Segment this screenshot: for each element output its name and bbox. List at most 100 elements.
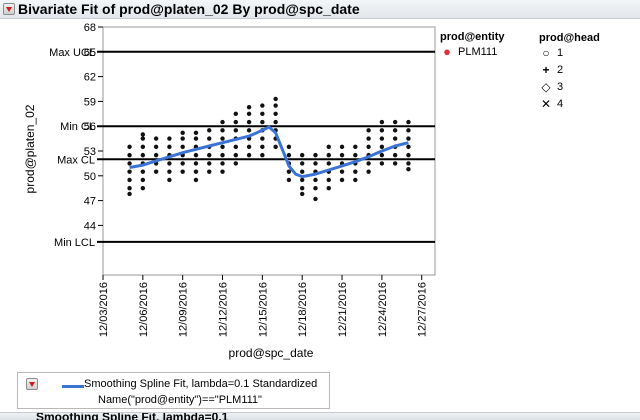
data-point	[326, 152, 331, 158]
data-point	[339, 144, 345, 150]
data-point	[300, 152, 305, 158]
data-point	[207, 136, 212, 141]
data-point	[406, 128, 411, 133]
y-tick-label: 65	[84, 47, 96, 59]
data-point	[140, 144, 146, 150]
data-point	[353, 144, 358, 150]
data-point	[153, 136, 159, 141]
y-tick-label: 59	[84, 96, 96, 108]
data-point	[313, 152, 318, 158]
data-point	[353, 177, 358, 183]
data-point	[127, 169, 132, 174]
data-point	[180, 161, 185, 166]
data-point	[273, 103, 278, 108]
data-point	[180, 169, 185, 174]
data-point	[326, 186, 331, 191]
data-point	[233, 119, 238, 125]
data-point	[366, 161, 371, 166]
reference-line-label: Min LCL	[54, 237, 95, 249]
report-title-bar: Bivariate Fit of prod@platen_02 By prod@…	[0, 0, 640, 19]
data-point	[313, 186, 318, 191]
data-point	[406, 166, 411, 172]
data-point	[233, 144, 238, 150]
data-point	[153, 144, 159, 150]
legend-head: prod@head ○ 1 + 2 ◇ 3 ✕ 4	[539, 32, 600, 112]
data-point	[193, 169, 199, 174]
fit-condition: Name("prod@entity")=="PLM111"	[98, 394, 262, 406]
data-point	[180, 130, 185, 136]
data-point	[406, 144, 411, 150]
data-point	[233, 128, 238, 133]
data-point	[286, 144, 292, 150]
data-point	[366, 144, 371, 150]
y-tick-label: 50	[84, 171, 96, 183]
data-point	[233, 161, 238, 166]
data-point	[406, 152, 411, 158]
data-point	[406, 136, 411, 141]
x-tick-label: 12/24/2016	[377, 282, 389, 337]
reference-line-label: Max UCL	[49, 47, 95, 59]
legend-item-label: 1	[557, 46, 564, 59]
data-point	[313, 196, 318, 202]
legend-item-plm111[interactable]: ● PLM111	[440, 43, 505, 60]
data-point	[140, 169, 146, 174]
plus-marker-icon: +	[542, 62, 550, 77]
x-tick-label: 12/09/2016	[178, 282, 190, 337]
data-point	[260, 144, 265, 150]
reference-line-label: Max CL	[57, 154, 95, 166]
data-point	[300, 161, 305, 166]
data-point	[220, 136, 225, 141]
data-point	[300, 169, 305, 174]
x-tick-label: 12/27/2016	[417, 282, 429, 337]
data-point	[193, 136, 199, 141]
fit-disclosure-icon[interactable]	[26, 378, 38, 390]
data-point	[246, 111, 252, 117]
legend-item-head-3[interactable]: ◇ 3	[539, 78, 600, 95]
data-point	[127, 191, 132, 197]
data-point	[220, 152, 225, 158]
data-point	[392, 136, 398, 141]
legend-item-label: 3	[557, 80, 564, 93]
data-point	[207, 128, 212, 133]
data-point	[220, 144, 225, 150]
data-point	[313, 161, 318, 166]
x-tick-label: 12/18/2016	[297, 282, 309, 337]
data-point	[193, 152, 199, 158]
spline-fit-header[interactable]: Smoothing Spline Fit, lambda=0.1	[0, 412, 640, 420]
data-point	[379, 128, 385, 133]
legend-head-title: prod@head	[539, 32, 600, 44]
x-tick-label: 12/21/2016	[337, 282, 349, 337]
data-point	[207, 152, 212, 158]
legend-item-head-2[interactable]: + 2	[539, 61, 600, 78]
data-point	[260, 103, 265, 108]
disclosure-triangle-icon[interactable]	[3, 3, 15, 15]
data-point	[406, 119, 411, 125]
legend-entity: prod@entity ● PLM111	[440, 31, 505, 60]
legend-item-head-1[interactable]: ○ 1	[539, 44, 600, 61]
circle-marker-icon: ○	[542, 45, 550, 60]
data-point	[167, 161, 172, 166]
data-point	[326, 161, 331, 166]
data-point	[220, 169, 225, 174]
y-tick-label: 68	[84, 22, 96, 34]
data-point	[260, 111, 265, 117]
data-point	[180, 144, 185, 150]
data-point	[273, 111, 278, 117]
data-point	[246, 119, 252, 125]
x-tick-label: 12/06/2016	[138, 282, 150, 337]
x-tick-label: 12/15/2016	[257, 282, 269, 337]
data-point	[273, 96, 278, 102]
data-point	[140, 186, 146, 191]
legend-item-head-4[interactable]: ✕ 4	[539, 95, 600, 112]
data-point	[273, 119, 278, 125]
data-point	[246, 128, 252, 133]
data-point	[379, 136, 385, 141]
data-point	[392, 128, 398, 133]
data-point	[220, 128, 225, 133]
data-point	[140, 152, 146, 158]
data-point	[167, 144, 172, 150]
data-point	[313, 177, 318, 183]
data-point	[207, 161, 212, 166]
legend-item-label: PLM111	[458, 45, 498, 58]
data-point	[392, 161, 398, 166]
